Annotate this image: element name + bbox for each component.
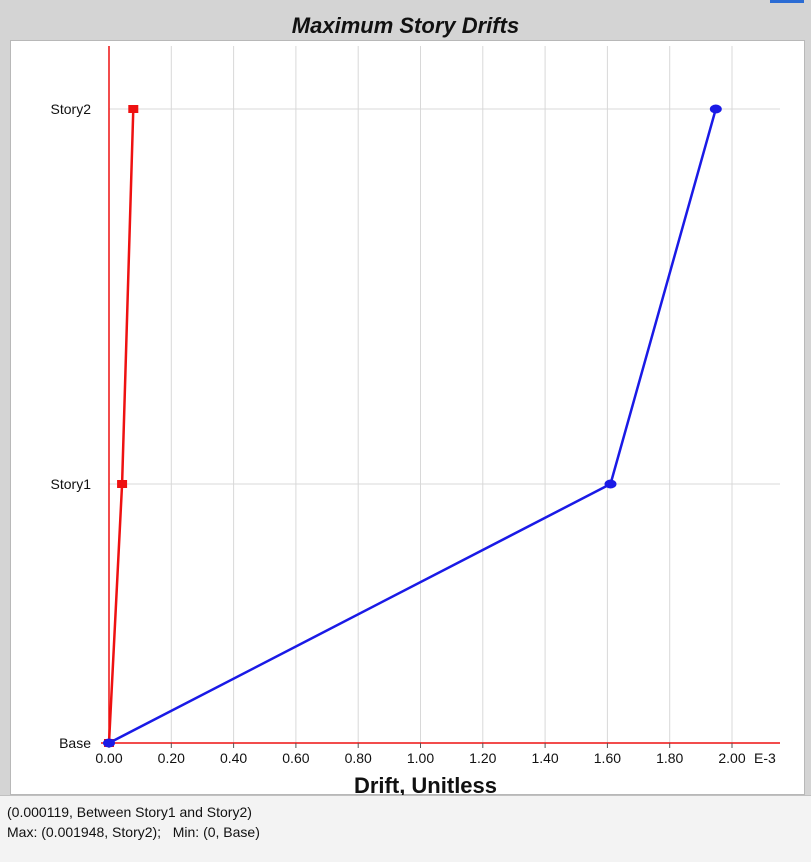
x-tick-label: 1.20: [469, 750, 496, 766]
x-tick-label: 0.20: [158, 750, 185, 766]
status-max-min: Max: (0.001948, Story2); Min: (0, Base): [7, 824, 260, 840]
x-tick-label: 0.80: [345, 750, 372, 766]
series-point-square: [128, 105, 139, 113]
y-tick-label: Base: [59, 735, 91, 751]
drift-chart[interactable]: 0.00 0.20 0.40 0.60 0.80 1.00 1.20 1.40 1.60 1.80…: [0, 4, 811, 862]
series-point-circle: [709, 104, 722, 114]
y-tick-label: Story1: [51, 476, 92, 492]
series-point-circle: [103, 738, 115, 748]
x-tick-label: 0.00: [95, 750, 122, 766]
x-tick-label: 0.40: [220, 750, 247, 766]
series-point-square: [117, 480, 128, 488]
title-band: [10, 8, 805, 44]
status-bar: (0.000119, Between Story1 and Story2) Ma…: [0, 795, 811, 862]
series-line: [108, 108, 718, 745]
chart-title: Maximum Story Drifts: [291, 13, 520, 38]
x-tick-label: 1.80: [656, 750, 683, 766]
x-multiplier-label: E-3: [754, 750, 776, 766]
series-point-circle: [604, 479, 617, 489]
grid-layer: [109, 46, 780, 743]
x-tick-label: 0.60: [282, 750, 309, 766]
x-tick-label: 2.00: [718, 750, 745, 766]
x-tick-label: 1.60: [594, 750, 621, 766]
y-tick-label: Story2: [51, 101, 92, 117]
series-line: [107, 108, 135, 744]
status-cursor-readout: (0.000119, Between Story1 and Story2): [7, 804, 252, 820]
x-tick-label: 1.40: [531, 750, 558, 766]
x-axis-title: Drift, Unitless: [354, 773, 497, 798]
x-tick-label: 1.00: [407, 750, 434, 766]
drift-plot-window: Maximum Story Drifts 0.00 0.20 0.40 0.60 0.8…: [0, 4, 811, 862]
axis-layer: [101, 46, 780, 748]
series-layer: [103, 104, 722, 748]
label-layer: 0.00 0.20 0.40 0.60 0.80 1.00 1.20 1.40 1.60 1.80…: [51, 101, 776, 798]
top-link-underline[interactable]: [770, 0, 804, 3]
plot-frame: [10, 40, 805, 795]
series-1: [103, 104, 722, 748]
